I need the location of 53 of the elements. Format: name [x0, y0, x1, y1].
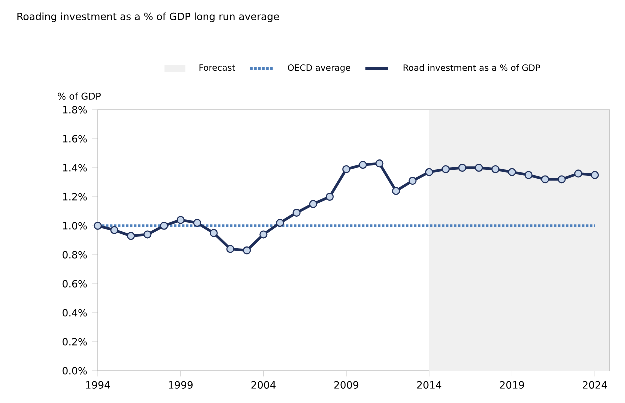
- y-tick-label: 0.6%: [62, 280, 88, 288]
- x-tick-label: 1994: [86, 381, 110, 389]
- x-tick-label: 2014: [417, 381, 442, 389]
- point: [492, 165, 500, 174]
- point: [376, 160, 384, 168]
- x-tick-label: 2019: [500, 381, 524, 389]
- point: [243, 246, 252, 255]
- point: [127, 232, 136, 240]
- point: [524, 171, 533, 180]
- y-tick-label: 0.4%: [62, 309, 88, 317]
- x-tick-label: 2004: [252, 381, 276, 389]
- legend-label: Road investment as a % of GDP: [404, 64, 540, 72]
- point: [591, 171, 600, 180]
- y-tick-label: 0.0%: [62, 367, 88, 375]
- x-tick-label: 2024: [583, 381, 608, 389]
- point: [176, 216, 185, 224]
- point: [342, 165, 351, 174]
- point: [144, 230, 152, 239]
- point: [160, 222, 168, 230]
- chart-title: Roading investment as a % of GDP long run average: [18, 12, 280, 22]
- y-tick-label: 1.8%: [63, 106, 88, 114]
- point: [326, 192, 334, 201]
- point: [408, 177, 417, 186]
- y-tick-label: 0.2%: [62, 338, 88, 346]
- point: [392, 187, 400, 196]
- point: [508, 168, 516, 176]
- y-tick-label: 0.8%: [62, 251, 88, 259]
- point: [292, 208, 301, 217]
- legend-label: OECD average: [288, 64, 350, 73]
- y-tick-label: 1.4%: [63, 164, 88, 172]
- point: [94, 222, 102, 230]
- y-tick-label: 1.0%: [63, 222, 88, 230]
- point: [359, 161, 368, 170]
- point: [574, 170, 583, 178]
- point: [442, 165, 450, 174]
- y-tick-label: 1.6%: [63, 135, 88, 143]
- point: [425, 168, 434, 176]
- point: [226, 245, 235, 254]
- point: [309, 200, 318, 208]
- y-tick-label: 1.2%: [63, 193, 88, 201]
- x-tick-label: 1999: [169, 381, 193, 389]
- point: [210, 229, 218, 238]
- point: [193, 219, 202, 228]
- y-axis-title: % of GDP: [58, 92, 101, 100]
- x-tick-label: 2009: [334, 381, 359, 389]
- legend-label: Forecast: [200, 64, 236, 72]
- point: [541, 176, 550, 184]
- point: [458, 164, 467, 172]
- point: [475, 164, 484, 172]
- point: [110, 226, 119, 234]
- point: [558, 176, 566, 184]
- point: [276, 219, 284, 228]
- point: [260, 230, 268, 239]
